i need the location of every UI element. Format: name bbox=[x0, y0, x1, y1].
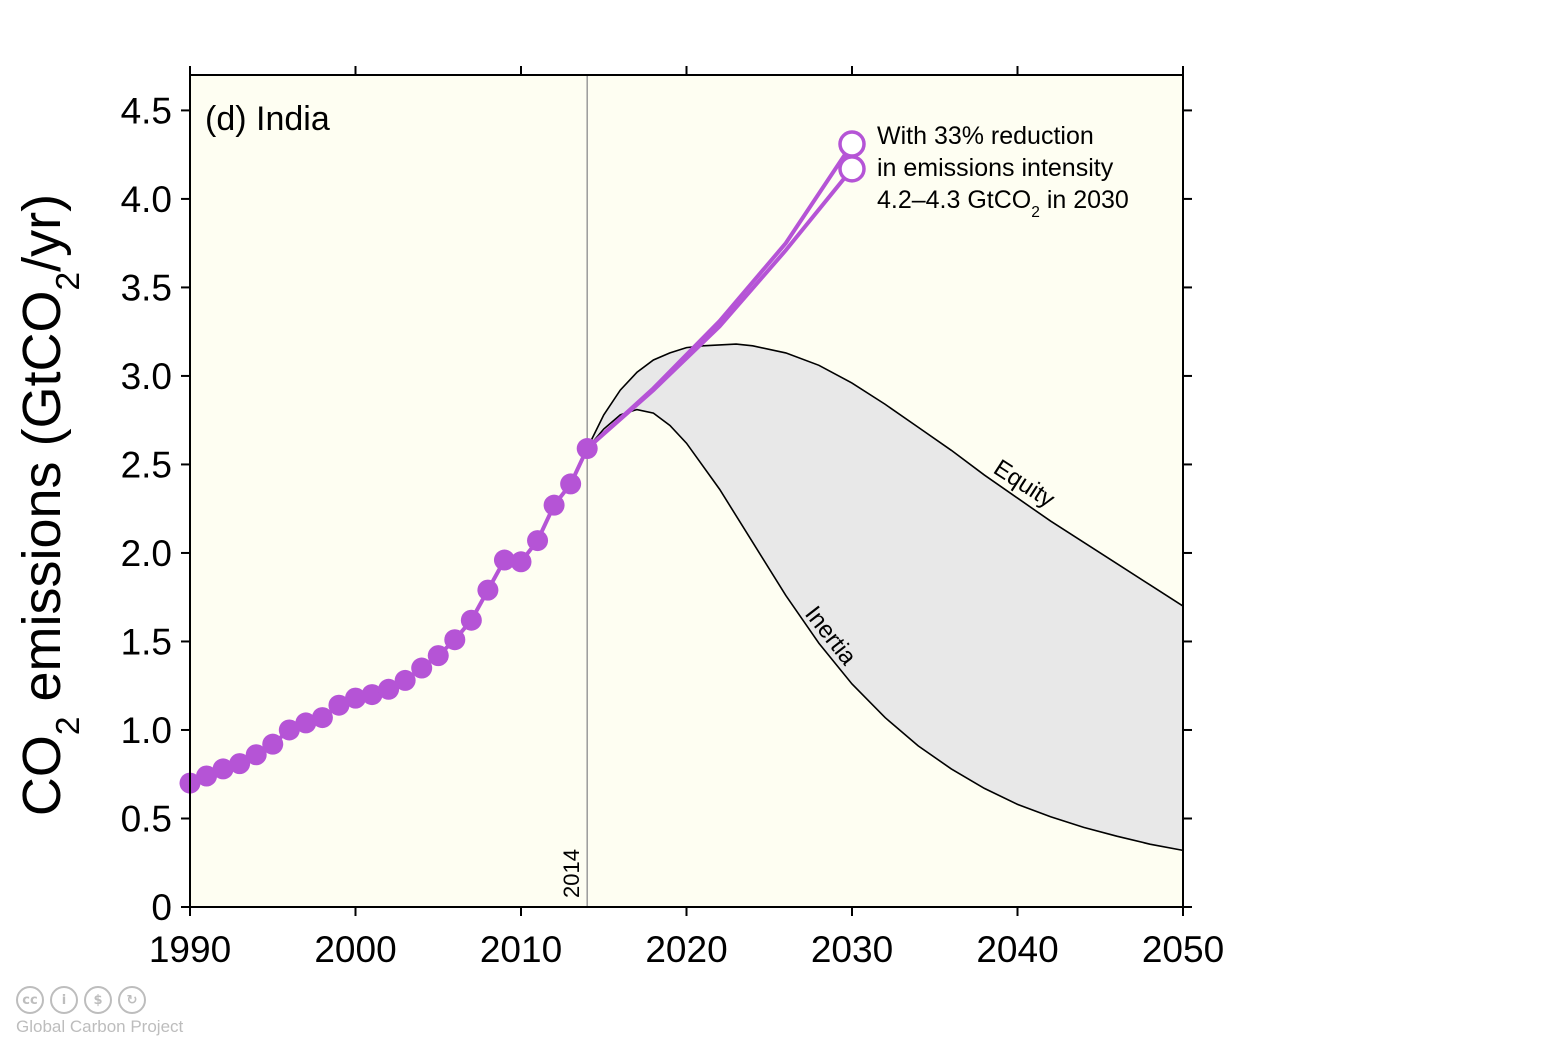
data-point bbox=[311, 707, 333, 729]
data-point bbox=[229, 753, 251, 775]
data-point bbox=[345, 687, 366, 709]
x-tick-label: 2010 bbox=[480, 929, 562, 970]
y-tick-label: 0.5 bbox=[121, 798, 172, 839]
data-point bbox=[394, 669, 416, 691]
year-marker-label: 2014 bbox=[559, 849, 584, 898]
cc-icon: cc bbox=[16, 986, 44, 1014]
inertia-curve bbox=[586, 408, 1184, 852]
x-tick-label: 2000 bbox=[314, 929, 396, 970]
scenario-band bbox=[587, 344, 1183, 851]
data-point bbox=[477, 579, 499, 601]
annotation-line-2: in emissions intensity bbox=[877, 154, 1114, 182]
y-tick-label: 0 bbox=[151, 887, 172, 928]
data-point bbox=[328, 694, 350, 716]
y-tick-label: 2.5 bbox=[121, 444, 172, 485]
data-point bbox=[460, 609, 482, 631]
projection-endpoint-1 bbox=[838, 130, 866, 158]
panel-label: (d) India bbox=[205, 100, 330, 138]
x-tick-label: 1990 bbox=[149, 929, 231, 970]
data-point bbox=[378, 678, 400, 700]
x-tick-label: 2050 bbox=[1142, 929, 1224, 970]
data-point bbox=[295, 712, 317, 734]
data-point bbox=[278, 719, 300, 741]
equity-curve bbox=[586, 343, 1184, 607]
annotation-line-1: With 33% reduction bbox=[877, 122, 1094, 150]
data-point bbox=[560, 473, 582, 495]
data-point bbox=[543, 494, 565, 516]
y-tick-label: 1.5 bbox=[121, 621, 172, 662]
data-point bbox=[527, 530, 549, 552]
y-tick-label: 3.5 bbox=[121, 267, 172, 308]
credit-text: Global Carbon Project bbox=[16, 1017, 184, 1036]
data-point bbox=[444, 629, 466, 651]
data-point bbox=[262, 733, 284, 755]
projection-line-2 bbox=[585, 167, 854, 451]
y-tick-label: 4.0 bbox=[121, 179, 172, 220]
nc-icon: $ bbox=[84, 986, 112, 1014]
license-footer: cc i $ ↻ Global Carbon Project bbox=[16, 986, 256, 1037]
projection-endpoint-2 bbox=[838, 155, 866, 183]
x-tick-label: 2020 bbox=[645, 929, 727, 970]
data-point bbox=[212, 758, 234, 780]
sa-icon: ↻ bbox=[118, 986, 146, 1014]
data-point bbox=[411, 657, 433, 679]
data-point bbox=[510, 551, 532, 573]
y-axis-label: CO2 emissions (GtCO2/yr) bbox=[12, 194, 87, 816]
data-point bbox=[196, 765, 218, 787]
y-tick-label: 1.0 bbox=[121, 710, 172, 751]
license-icons: cc i $ ↻ bbox=[16, 986, 256, 1014]
x-tick-label: 2040 bbox=[976, 929, 1058, 970]
data-point bbox=[361, 684, 383, 706]
data-point bbox=[245, 744, 267, 766]
x-tick-label: 2030 bbox=[811, 929, 893, 970]
data-point bbox=[427, 645, 449, 667]
y-tick-label: 3.0 bbox=[121, 356, 172, 397]
y-tick-label: 2.0 bbox=[121, 533, 172, 574]
annotation-line-3: 4.2–4.3 GtCO2 in 2030 bbox=[877, 186, 1129, 221]
data-point bbox=[493, 549, 515, 571]
y-tick-label: 4.5 bbox=[121, 90, 172, 131]
data-point bbox=[576, 438, 598, 460]
by-icon: i bbox=[50, 986, 78, 1014]
